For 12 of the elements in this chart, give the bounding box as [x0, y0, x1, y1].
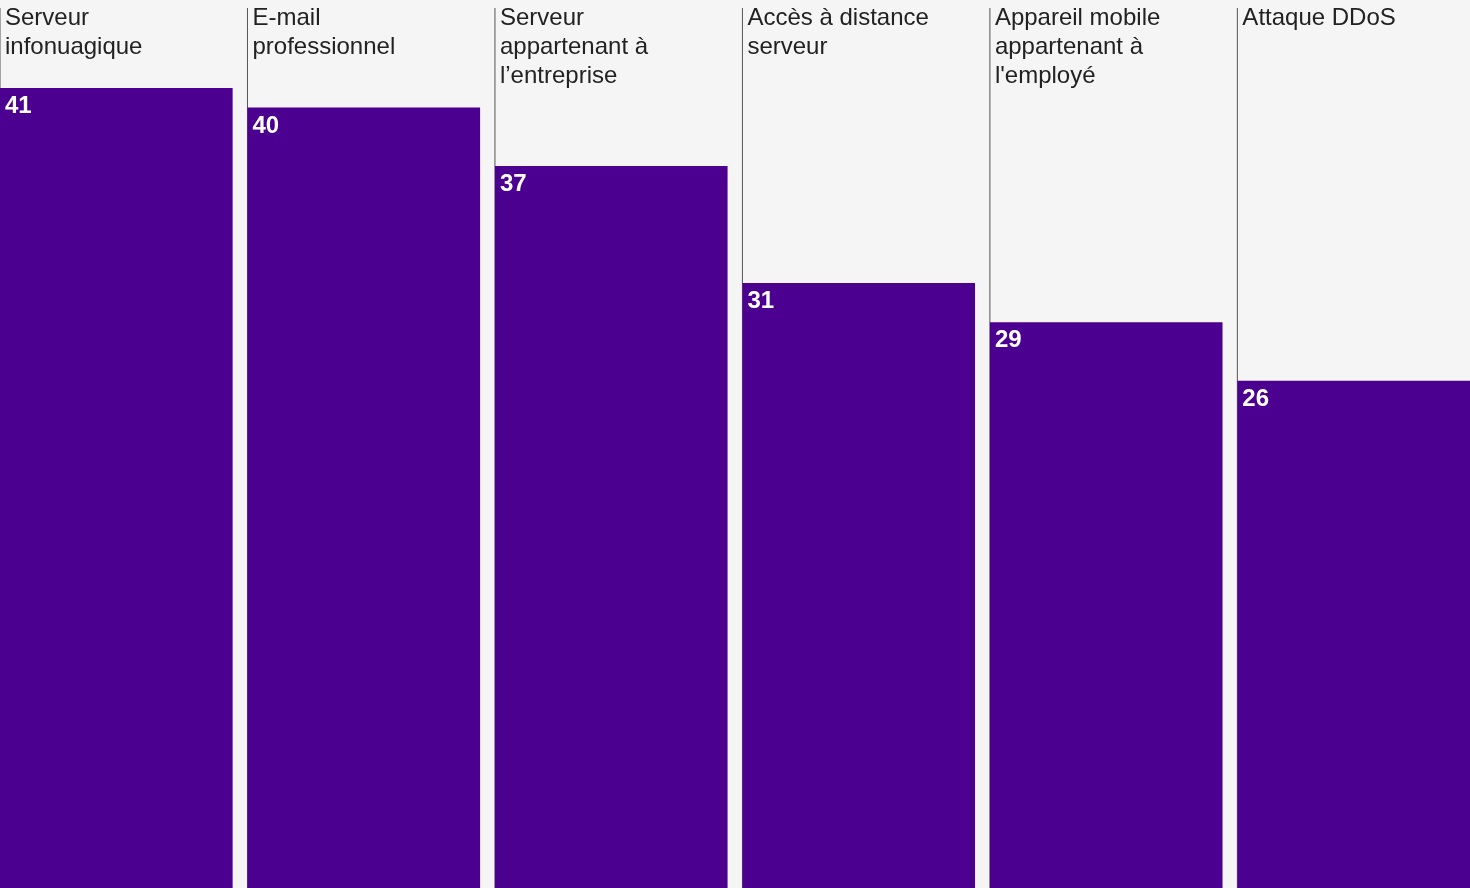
x-tick-label: Appareil mobile appartenant à l'employé [994, 3, 1161, 88]
x-tick-label: Attaque DDoS [1242, 3, 1396, 30]
data-label: 40 [252, 110, 280, 138]
x-tick-label: Serveur appartenant à l’entreprise [499, 3, 649, 88]
data-label: 31 [747, 286, 775, 314]
data-label: 41 [5, 91, 32, 118]
x-tick-label: E-mail professionnel [252, 3, 396, 59]
x-tick-label: Serveur infonuagique [5, 3, 143, 59]
data-label: 37 [499, 169, 527, 197]
x-tick-label: Accès à distance serveur [747, 3, 929, 59]
data-label: 26 [1242, 383, 1270, 411]
data-label: 29 [994, 325, 1022, 353]
